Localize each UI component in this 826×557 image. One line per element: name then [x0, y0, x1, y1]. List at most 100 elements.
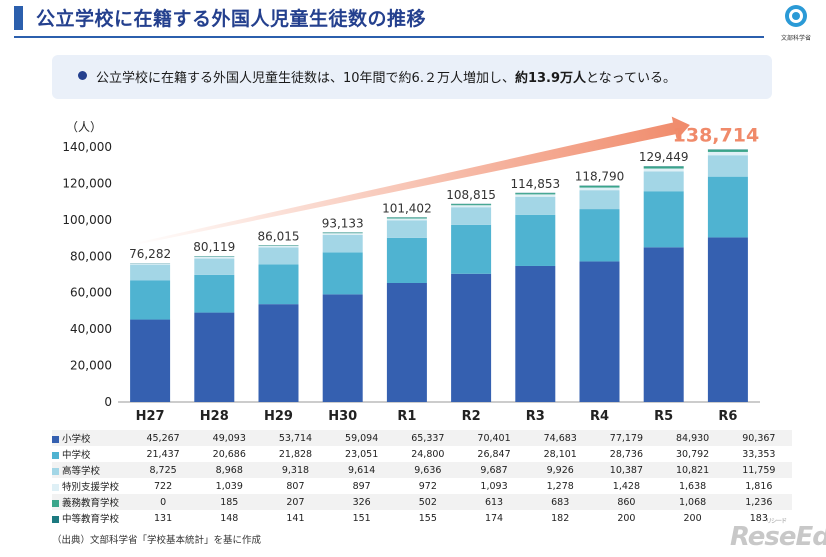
table-cell: 21,437	[146, 448, 180, 460]
bar-segment-high_school	[515, 196, 556, 215]
bar-segment-junior_high	[579, 209, 620, 262]
total-label: 86,015	[258, 229, 300, 243]
y-tick-label: 140,000	[62, 140, 112, 154]
bar-segment-compulsory_education	[386, 217, 427, 219]
legend-swatch	[52, 436, 59, 443]
table-cell: 1,068	[678, 496, 707, 508]
bar-segment-high_school	[579, 190, 620, 210]
total-label: 76,282	[129, 247, 171, 261]
table-cell: 24,800	[411, 448, 445, 460]
table-cell: 45,267	[146, 432, 180, 444]
summary-text: 公立学校に在籍する外国人児童生徒数は、10年間で約6.２万人増加し、約13.9万…	[96, 67, 676, 86]
table-cell: 183	[749, 512, 768, 524]
table-cell: 182	[551, 512, 570, 524]
table-cell: 1,816	[745, 480, 773, 492]
bar-segment-elementary	[707, 237, 748, 402]
bar-segment-elementary	[258, 304, 299, 402]
y-tick-label: 60,000	[70, 286, 112, 300]
x-tick-label: R3	[526, 409, 545, 424]
total-label: 114,853	[510, 177, 560, 191]
table-cell: 59,094	[345, 432, 379, 444]
table-cell: 9,614	[348, 464, 376, 476]
bar-segment-special_support	[386, 218, 427, 221]
series-label: 特別支援学校	[52, 478, 130, 494]
table-cell: 20,686	[212, 448, 246, 460]
table-cell: 1,236	[745, 496, 773, 508]
y-tick-label: 0	[104, 395, 112, 409]
bar-segment-compulsory_education	[707, 149, 748, 152]
summary-suffix: となっている。	[586, 71, 676, 86]
mext-logo: 文部科学省	[776, 4, 816, 42]
table-cell: 185	[220, 496, 239, 508]
table-row: 小学校 45,267 49,093 53,714 59,094 65,337 70,401 7…	[52, 430, 792, 446]
bar-segment-high_school	[451, 207, 492, 225]
table-cell: 151	[352, 512, 371, 524]
mext-logo-icon	[785, 5, 807, 27]
bar-segment-special_support	[451, 205, 492, 208]
x-tick-label: H27	[136, 409, 165, 424]
series-label: 中学校	[52, 446, 130, 462]
legend-swatch	[52, 516, 59, 523]
summary-callout: 公立学校に在籍する外国人児童生徒数は、10年間で約6.２万人増加し、約13.9万…	[52, 55, 772, 99]
bar-segment-special_support	[579, 187, 620, 191]
bar-segment-special_support	[130, 263, 171, 265]
table-cell: 860	[617, 496, 636, 508]
bar-segment-high_school	[258, 247, 299, 265]
x-tick-label: H30	[328, 409, 357, 424]
bar-segment-high_school	[194, 258, 235, 275]
bar-segment-elementary	[386, 282, 427, 402]
y-tick-label: 40,000	[70, 322, 112, 336]
bullet-icon	[78, 71, 87, 80]
table-cell: 683	[551, 496, 570, 508]
summary-prefix: 公立学校に在籍する外国人児童生徒数は、10年間で約6.２万人増加し、	[96, 71, 515, 86]
series-label: 高等学校	[52, 462, 130, 478]
table-cell: 28,736	[609, 448, 644, 460]
title-bar: 公立学校に在籍する外国人児童生徒数の推移	[0, 0, 826, 40]
total-label: 93,133	[322, 216, 364, 230]
table-cell: 90,367	[742, 432, 776, 444]
table-cell: 613	[484, 496, 504, 508]
bars	[130, 149, 748, 402]
bar-segment-compulsory_education	[515, 193, 556, 195]
total-label: 129,449	[639, 150, 689, 164]
table-cell: 70,401	[477, 432, 511, 444]
y-unit-label: （人）	[66, 120, 102, 134]
source-note: （出典）文部科学省「学校基本統計」を基に作成	[52, 535, 262, 546]
total-label: 101,402	[382, 201, 432, 215]
bar-segment-compulsory_education	[322, 232, 363, 234]
bar-segment-high_school	[707, 155, 748, 177]
table-cell: 200	[683, 512, 702, 524]
growth-arrow-body	[129, 116, 690, 247]
y-tick-label: 20,000	[70, 359, 112, 373]
bar-segment-compulsory_education	[579, 185, 620, 188]
bar-segment-junior_high	[194, 274, 235, 313]
bar-segment-special_support	[258, 245, 299, 248]
table-cell: 53,714	[278, 432, 313, 444]
table-cell: 10,387	[609, 464, 644, 476]
bar-segment-high_school	[130, 264, 171, 281]
table-cell: 9,636	[414, 464, 442, 476]
table-cell: 207	[286, 496, 305, 508]
y-tick-label: 120,000	[62, 176, 112, 190]
table-cell: 8,725	[149, 464, 177, 476]
table-cell: 502	[418, 496, 437, 508]
bar-segment-elementary	[194, 312, 235, 402]
legend-swatch	[52, 500, 59, 507]
bar-segment-junior_high	[258, 264, 299, 305]
bar-segment-special_support	[643, 168, 684, 172]
bar-segment-compulsory_education	[643, 166, 684, 169]
table-cell: 9,926	[546, 464, 574, 476]
table-row: 中学校 21,437 20,686 21,828 23,051 24,800 26,847 2…	[52, 446, 792, 462]
bar-segment-elementary	[579, 261, 620, 402]
bar-segment-junior_high	[386, 237, 427, 283]
table-row: 中等教育学校 131 148 141 151 155 174 182 200 200 183	[52, 510, 792, 526]
total-label: 118,790	[575, 170, 625, 184]
table-cell: 174	[484, 512, 504, 524]
table-cell: 77,179	[609, 432, 644, 444]
table-cell: 8,968	[215, 464, 243, 476]
table-cell: 10,821	[675, 464, 710, 476]
growth-arrow	[129, 116, 690, 247]
table-cell: 49,093	[212, 432, 246, 444]
table-row: 義務教育学校 0 185 207 326 502 613 683 860 1,068 1,236	[52, 494, 792, 510]
bar-segment-elementary	[515, 265, 556, 402]
